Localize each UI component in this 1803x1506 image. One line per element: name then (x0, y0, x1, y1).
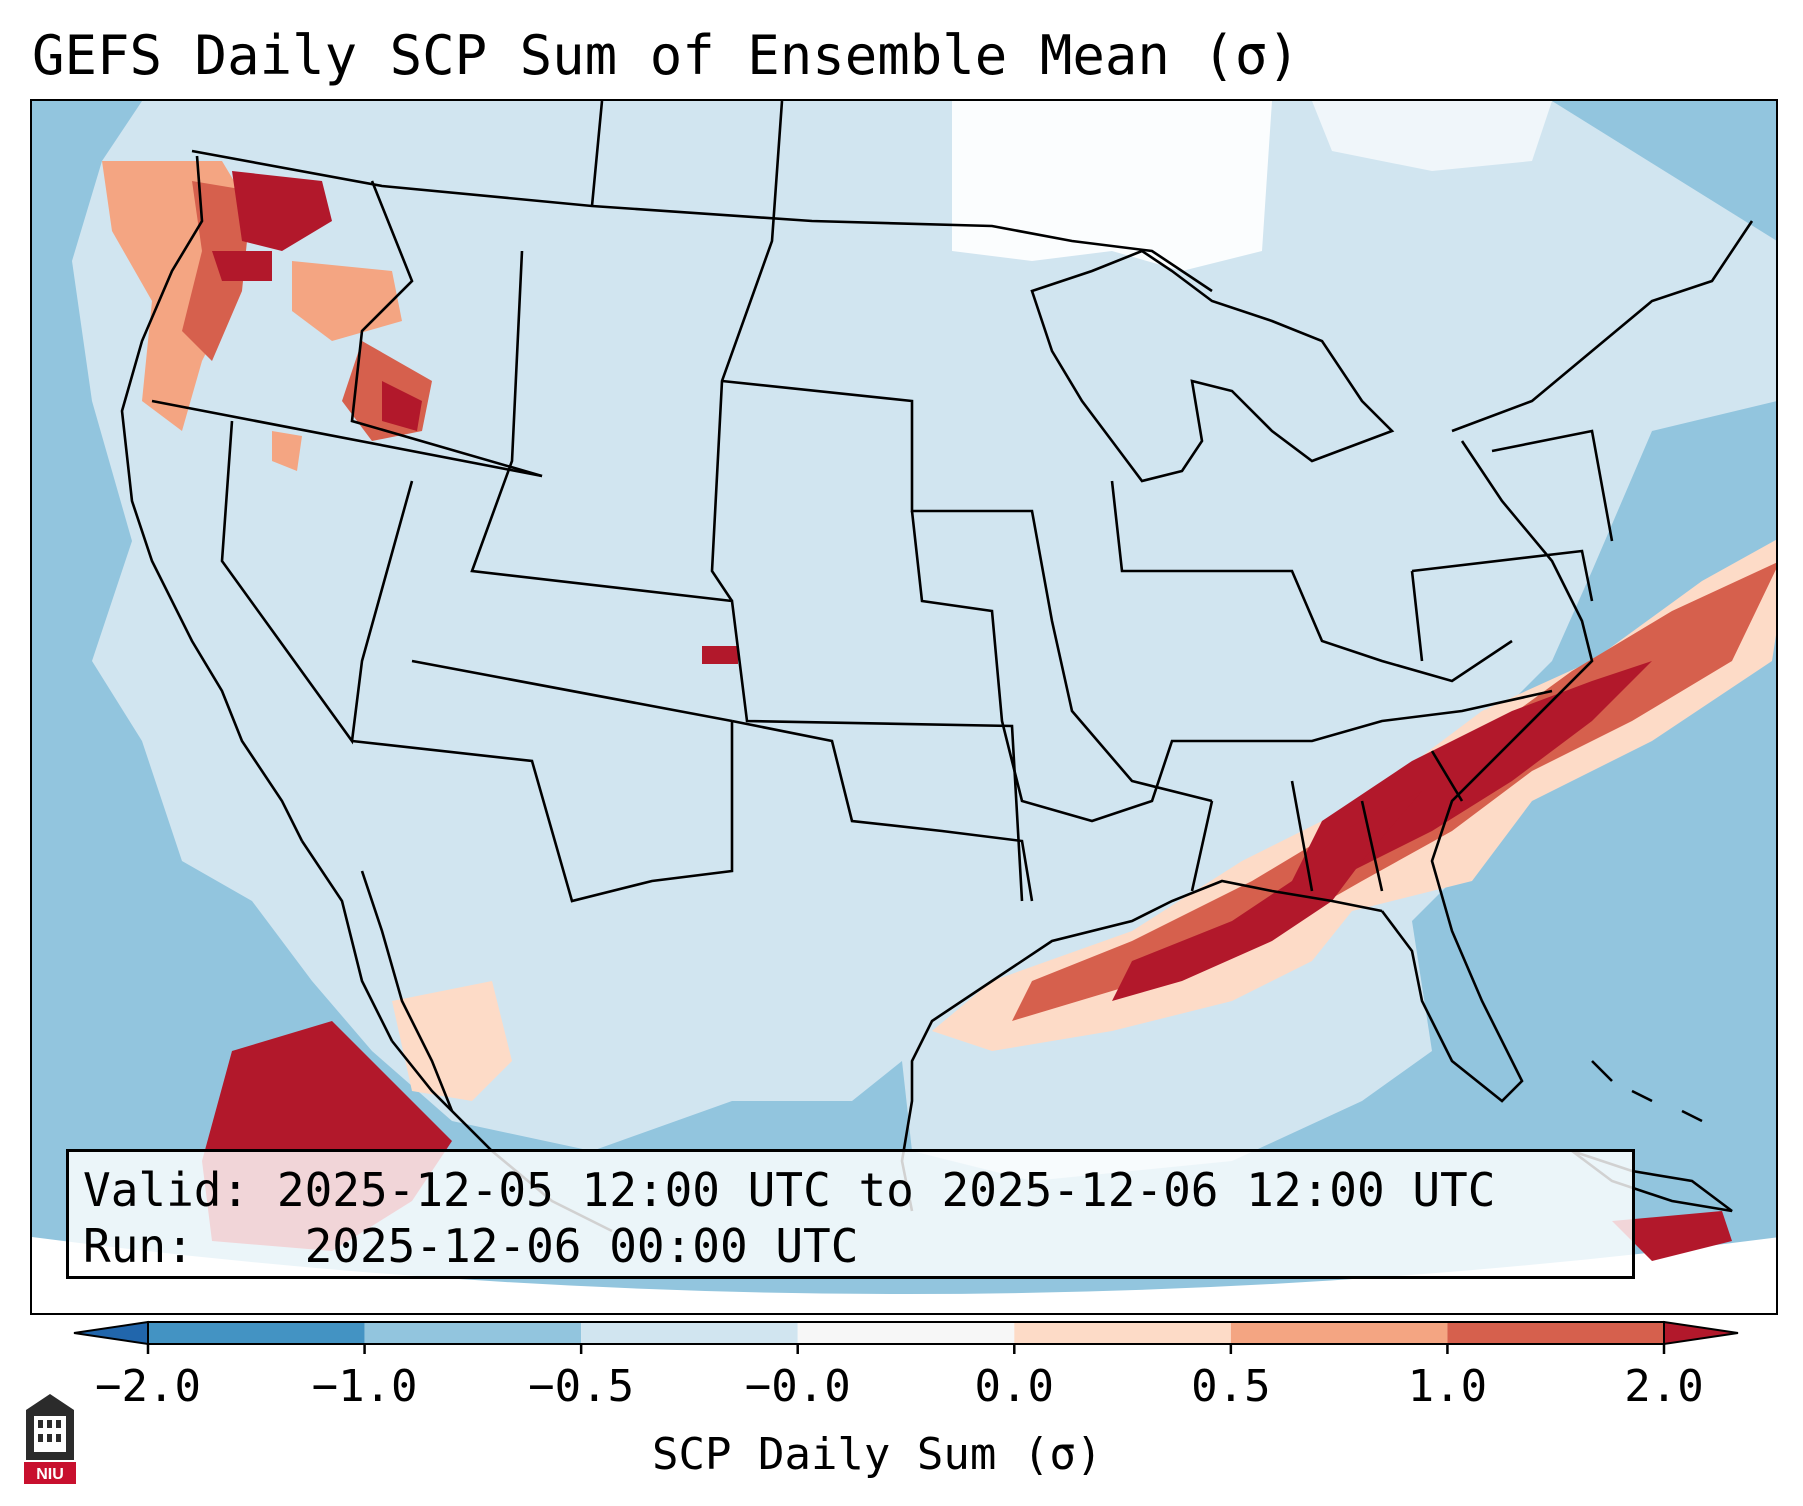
map-canvas (32, 101, 1776, 1313)
east-coast (1380, 220, 1754, 1103)
colorbar-label: SCP Daily Sum (σ) (652, 1429, 1103, 1480)
colorbar-outline (147, 1321, 1665, 1345)
boundaries (120, 101, 1754, 1233)
baja-coast (300, 840, 454, 1112)
colorbar-tick-label: −1.0 (311, 1361, 418, 1412)
colorbar-extend-high (1663, 1320, 1739, 1346)
or-id-anomaly (292, 261, 402, 341)
co-anomaly (702, 646, 738, 664)
mexico-light-anomaly (392, 981, 512, 1101)
colorbar-tick-label: −0.5 (528, 1361, 635, 1412)
run-label: Run: (83, 1219, 194, 1273)
colorbar-segment (1014, 1322, 1231, 1344)
great-lakes (1030, 249, 1395, 483)
state-line-12 (1410, 429, 1614, 662)
colorbar-tick-label: 0.0 (974, 1361, 1055, 1412)
run-value: 2025-12-06 00:00 UTC (304, 1219, 859, 1273)
southeast-high-anomaly (1012, 562, 1776, 1021)
colorbar-segment (581, 1322, 798, 1344)
colorbar-tick-label: −0.0 (744, 1361, 851, 1412)
northeast-white-patch (1312, 101, 1552, 171)
colorbar-tick-label: 0.5 (1191, 1361, 1271, 1412)
colorbar-segment (364, 1322, 582, 1344)
caribbean-anomaly (1612, 1211, 1732, 1261)
colorbar-segment (1230, 1322, 1448, 1344)
nv-anomaly (272, 431, 302, 471)
southeast-light-anomaly (932, 539, 1776, 1051)
id-anomaly-core (382, 381, 422, 431)
valid-label: Valid: (83, 1163, 250, 1217)
valid-value: 2025-12-05 12:00 UTC to 2025-12-06 12:00… (276, 1163, 1496, 1217)
north-white-patch (952, 101, 1272, 271)
colorbar-tick-label: 1.0 (1407, 1361, 1488, 1412)
colorbar-segment (148, 1322, 365, 1344)
state-line-2 (350, 180, 543, 478)
state-line-8 (731, 719, 1034, 902)
colorbar-tick-label: 2.0 (1624, 1361, 1704, 1412)
university-building-icon: NIU (20, 1390, 80, 1486)
florida-core-anomaly (1112, 791, 1422, 1001)
gulf-coast (900, 879, 1383, 1212)
wa-anomaly (232, 171, 332, 251)
colorbar-segment (1447, 1322, 1664, 1344)
chart-title: GEFS Daily SCP Sum of Ensemble Mean (σ) (32, 24, 1300, 87)
state-line-7 (351, 659, 734, 903)
canada-border (191, 149, 1213, 293)
colorbar-segment (797, 1322, 1015, 1344)
colorbar-extend-low (73, 1320, 149, 1346)
state-line-11 (1190, 750, 1464, 892)
colorbar-tick-label: −2.0 (95, 1361, 201, 1412)
state-line-9 (910, 510, 1553, 823)
us-west-coast (120, 155, 304, 842)
map-panel (30, 99, 1778, 1315)
state-line-6 (721, 379, 1213, 803)
bahamas (1591, 1060, 1703, 1123)
state-line-1 (151, 399, 543, 478)
logo-text: NIU (36, 1466, 64, 1483)
or-anomaly (212, 251, 272, 281)
state-line-10 (1110, 480, 1513, 683)
validity-info-box: Valid: 2025-12-05 12:00 UTC to 2025-12-0… (66, 1149, 1635, 1279)
